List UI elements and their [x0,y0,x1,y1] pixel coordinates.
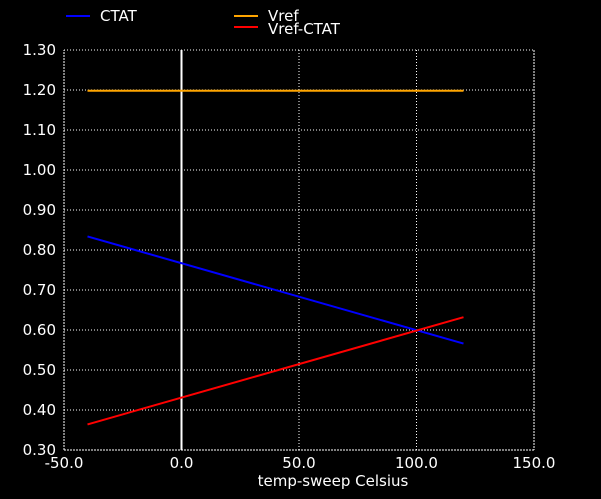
y-tick-label: 0.70 [23,281,56,299]
y-tick-label: 1.00 [23,161,56,179]
y-tick-label: 0.30 [23,441,56,459]
legend-label: CTAT [100,7,138,25]
x-tick-label: 50.0 [282,454,315,472]
x-tick-label: -50.0 [45,454,84,472]
y-tick-label: 1.10 [23,121,56,139]
series-line-ctat [87,235,464,345]
y-tick-label: 0.40 [23,401,56,419]
y-tick-label: 0.50 [23,361,56,379]
x-tick-labels: -50.0 0.0 50.0 100.0 150.0 [45,454,556,472]
x-tick-label: 0.0 [170,454,194,472]
y-tick-label: 1.20 [23,81,56,99]
x-axis-label: temp-sweep Celsius [258,472,409,490]
y-tick-labels: 0.30 0.40 0.50 0.60 0.70 0.80 0.90 1.00 1.10 1.20… [23,41,56,459]
y-tick-label: 0.90 [23,201,56,219]
series-group [87,89,464,426]
y-tick-label: 0.60 [23,321,56,339]
x-tick-label: 100.0 [395,454,438,472]
plot-frame [63,49,535,451]
x-tick-label: 150.0 [513,454,556,472]
series-line-vref-ctat [87,316,464,426]
y-tick-label: 0.80 [23,241,56,259]
legend-label: Vref [268,7,299,25]
legend-label: Vref-CTAT [268,20,341,38]
y-tick-label: 1.30 [23,41,56,59]
plot-border [63,49,535,451]
